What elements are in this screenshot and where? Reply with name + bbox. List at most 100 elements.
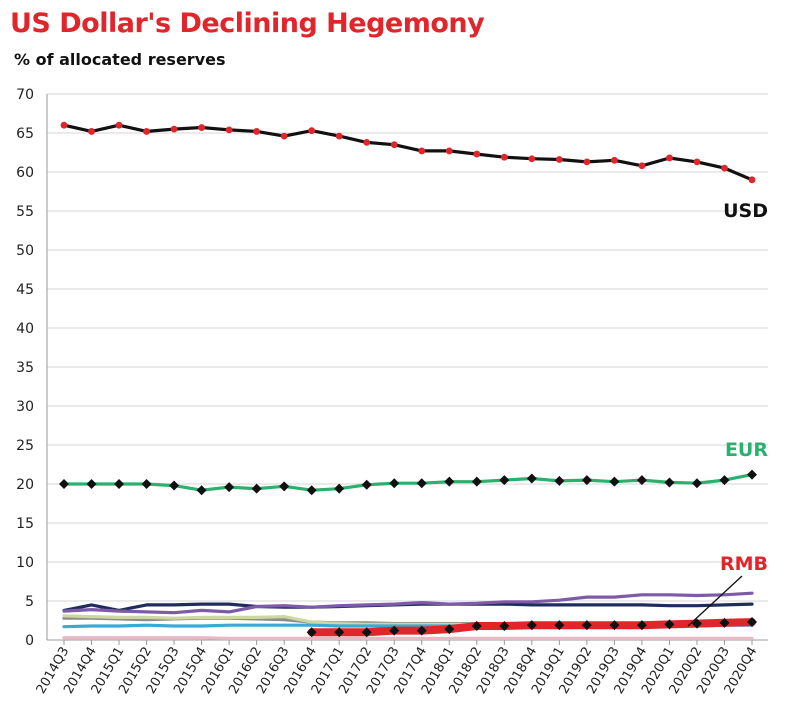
chart-subtitle: % of allocated reserves — [14, 50, 226, 69]
series-markers — [59, 121, 757, 638]
eur-data-point — [471, 476, 482, 487]
eur-data-point — [306, 485, 317, 496]
eur-data-point — [196, 485, 207, 496]
series-labels: USD EUR RMB — [687, 200, 768, 627]
y-tick-label: 35 — [16, 360, 34, 376]
usd-data-point — [748, 176, 756, 184]
usd-data-point — [363, 138, 371, 146]
rmb-data-point — [609, 620, 620, 631]
y-tick-label: 15 — [16, 516, 34, 532]
usd-series-label: USD — [723, 200, 768, 222]
y-tick-label: 65 — [16, 126, 34, 142]
eur-data-point — [279, 481, 290, 492]
usd-data-point — [528, 155, 536, 163]
usd-data-point — [418, 147, 426, 155]
y-tick-label: 55 — [16, 204, 34, 220]
usd-data-point — [280, 132, 288, 140]
rmb-data-point — [719, 617, 730, 628]
eur-data-point — [499, 475, 510, 486]
rmb-data-point — [664, 619, 675, 630]
y-tick-label: 10 — [16, 555, 34, 571]
rmb-data-point — [554, 620, 565, 631]
usd-data-point — [198, 124, 206, 131]
usd-data-point — [225, 126, 233, 134]
eur-data-point — [416, 478, 427, 489]
eur-data-point — [59, 479, 69, 489]
rmb-data-point — [444, 624, 455, 635]
rmb-data-point — [306, 627, 317, 638]
usd-data-point — [88, 128, 95, 135]
rmb-data-point — [416, 625, 427, 636]
usd-data-point — [666, 154, 673, 162]
rmb-data-point — [691, 618, 702, 629]
rmb-data-point — [471, 620, 482, 631]
eur-data-point — [636, 475, 647, 486]
chart-title: US Dollar's Declining Hegemony — [10, 8, 485, 39]
usd-data-point — [611, 156, 618, 164]
y-tick-label: 30 — [16, 399, 34, 415]
eur-data-point — [251, 483, 262, 494]
usd-data-point — [445, 147, 453, 155]
eur-data-point — [719, 475, 730, 486]
other-currency-series-line — [62, 636, 754, 640]
usd-data-point — [308, 127, 316, 135]
usd-data-point — [143, 128, 150, 135]
eur-data-point — [526, 473, 537, 484]
y-tick-label: 60 — [16, 165, 34, 181]
eur-data-point — [554, 475, 565, 486]
eur-data-point — [664, 477, 675, 488]
other-currency-series-line — [62, 602, 754, 612]
rmb-leader-line — [687, 575, 743, 627]
eur-data-point — [389, 478, 400, 489]
eur-data-point — [86, 479, 97, 489]
y-tick-label: 45 — [16, 282, 34, 298]
y-tick-label: 20 — [16, 477, 34, 493]
usd-data-point — [500, 153, 508, 161]
rmb-data-point — [526, 620, 537, 631]
y-tick-label: 5 — [25, 594, 34, 610]
rmb-data-point — [636, 620, 647, 631]
rmb-data-point — [747, 617, 757, 628]
eur-data-point — [169, 480, 180, 491]
usd-data-point — [473, 150, 481, 158]
usd-data-point — [693, 158, 701, 166]
rmb-series-label: RMB — [720, 553, 768, 575]
usd-data-point — [583, 158, 591, 166]
eur-data-point — [114, 479, 125, 489]
y-tick-label: 25 — [16, 438, 34, 454]
usd-data-point — [60, 121, 68, 129]
usd-data-point — [335, 132, 343, 140]
rmb-data-point — [334, 627, 345, 638]
eur-data-point — [334, 483, 345, 494]
usd-data-point — [638, 162, 646, 170]
eur-data-point — [747, 469, 757, 480]
series-lines — [62, 123, 756, 640]
usd-data-point — [555, 156, 563, 163]
other-currency-series-line — [62, 591, 754, 615]
y-tick-label: 70 — [16, 87, 34, 103]
eur-data-point — [581, 475, 592, 486]
rmb-data-point — [361, 627, 372, 638]
gridlines — [47, 93, 768, 641]
usd-data-point — [170, 125, 178, 133]
eur-data-point — [691, 478, 702, 489]
eur-data-point — [609, 476, 620, 487]
y-tick-label: 40 — [16, 321, 34, 337]
usd-series-line — [62, 123, 754, 182]
usd-data-point — [253, 128, 261, 135]
eur-data-point — [224, 482, 235, 493]
usd-data-point — [390, 141, 398, 149]
rmb-data-point — [581, 620, 592, 631]
eur-data-point — [444, 476, 455, 487]
eur-series-label: EUR — [725, 439, 768, 461]
rmb-data-point — [389, 625, 400, 636]
usd-data-point — [721, 164, 728, 172]
eur-series-line — [62, 473, 754, 492]
eur-data-point — [361, 479, 372, 490]
usd-data-point — [115, 121, 123, 129]
y-tick-label: 50 — [16, 243, 34, 259]
y-tick-label: 0 — [25, 633, 34, 649]
eur-data-point — [141, 479, 152, 489]
rmb-data-point — [499, 620, 510, 631]
